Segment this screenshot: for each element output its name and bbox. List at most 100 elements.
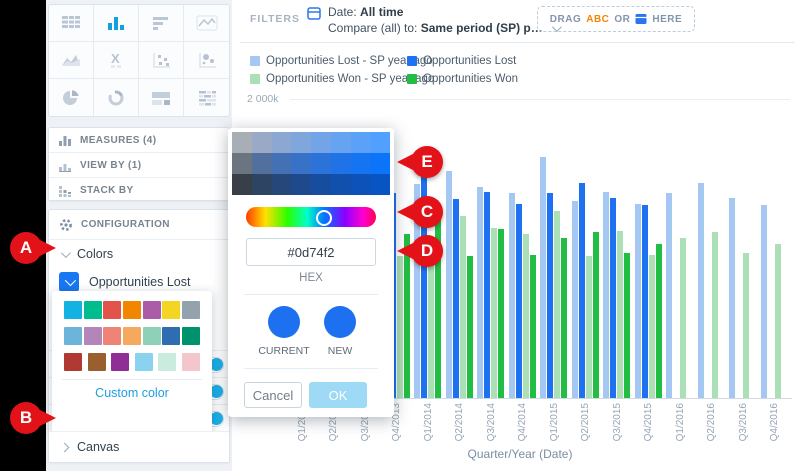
- bar[interactable]: [774, 244, 781, 398]
- bar[interactable]: [459, 215, 466, 398]
- bar[interactable]: [522, 233, 529, 398]
- viz-type-table[interactable]: [49, 5, 94, 42]
- bar[interactable]: [491, 227, 498, 398]
- legend-item[interactable]: Opportunities Lost - SP year ago: [250, 55, 433, 67]
- bar[interactable]: [515, 203, 522, 398]
- cancel-button[interactable]: Cancel: [244, 382, 302, 408]
- ok-button[interactable]: OK: [309, 382, 367, 408]
- bar[interactable]: [529, 254, 536, 398]
- viz-type-area-chart[interactable]: [49, 42, 94, 79]
- palette-swatch[interactable]: [64, 301, 82, 319]
- palette-swatch[interactable]: [103, 301, 122, 319]
- bar[interactable]: [585, 256, 592, 398]
- bar[interactable]: [641, 205, 648, 398]
- palette-swatch[interactable]: [111, 353, 130, 371]
- palette-swatch[interactable]: [162, 301, 181, 319]
- palette-swatch[interactable]: [162, 327, 181, 345]
- bar[interactable]: [610, 197, 617, 398]
- bar[interactable]: [634, 203, 641, 398]
- palette-swatch[interactable]: [181, 327, 200, 345]
- shade-cell[interactable]: [350, 132, 371, 153]
- bar[interactable]: [648, 254, 655, 398]
- palette-swatch[interactable]: [87, 353, 106, 371]
- bar[interactable]: [680, 238, 687, 398]
- shade-cell[interactable]: [271, 132, 292, 153]
- viz-type-headline[interactable]: X: [94, 42, 139, 79]
- bar[interactable]: [396, 256, 403, 398]
- date-filter[interactable]: Date: All time: [328, 5, 403, 19]
- bar[interactable]: [666, 193, 673, 398]
- legend-item[interactable]: Opportunities Won: [407, 73, 564, 85]
- hue-slider[interactable]: [246, 207, 376, 227]
- bar[interactable]: [484, 191, 491, 398]
- bar[interactable]: [435, 208, 442, 398]
- shade-cell[interactable]: [330, 153, 351, 174]
- shade-cell[interactable]: [311, 132, 331, 153]
- palette-swatch[interactable]: [181, 353, 200, 371]
- shade-cell[interactable]: [251, 132, 272, 153]
- shade-cell[interactable]: [251, 153, 272, 174]
- palette-swatch[interactable]: [64, 327, 82, 345]
- bar[interactable]: [617, 230, 624, 398]
- bar[interactable]: [655, 244, 662, 398]
- bar[interactable]: [561, 238, 568, 398]
- viz-type-line-chart[interactable]: [184, 5, 229, 42]
- shade-cell[interactable]: [291, 132, 311, 153]
- viz-type-column-chart-active[interactable]: [94, 5, 139, 42]
- bar[interactable]: [403, 233, 410, 398]
- bar[interactable]: [452, 199, 459, 398]
- shade-cell[interactable]: [330, 132, 351, 153]
- bucket-view-by[interactable]: VIEW BY (1): [49, 153, 229, 178]
- palette-swatch[interactable]: [83, 301, 102, 319]
- viz-type-bubble-chart[interactable]: [184, 42, 229, 79]
- bar[interactable]: [578, 182, 585, 398]
- shade-cell[interactable]: [251, 174, 272, 195]
- shade-cell[interactable]: [350, 153, 371, 174]
- legend-item[interactable]: Opportunities Lost: [407, 55, 564, 67]
- shade-cell[interactable]: [370, 174, 390, 195]
- bar[interactable]: [592, 232, 599, 398]
- bar[interactable]: [760, 205, 767, 398]
- shade-cell[interactable]: [350, 174, 371, 195]
- shade-cell[interactable]: [311, 153, 331, 174]
- palette-swatch[interactable]: [181, 301, 200, 319]
- canvas-section-label[interactable]: Canvas: [77, 440, 120, 454]
- viz-type-bar-chart[interactable]: [139, 5, 184, 42]
- hue-slider-marker[interactable]: [316, 210, 332, 226]
- viz-type-donut-chart[interactable]: [94, 79, 139, 116]
- palette-swatch[interactable]: [83, 327, 102, 345]
- shade-cell[interactable]: [370, 132, 390, 153]
- bar[interactable]: [428, 247, 435, 398]
- compare-filter[interactable]: Compare (all) to: Same period (SP) p…: [328, 21, 562, 35]
- bar[interactable]: [421, 166, 428, 398]
- bucket-stack-by[interactable]: STACK BY: [49, 178, 229, 202]
- bucket-measures[interactable]: MEASURES (4): [49, 128, 229, 153]
- legend-item[interactable]: Opportunities Won - SP year ago: [250, 73, 434, 85]
- bar[interactable]: [624, 253, 631, 398]
- bar[interactable]: [498, 229, 505, 398]
- bar[interactable]: [477, 187, 484, 398]
- series-color-selector[interactable]: Opportunities Lost: [49, 268, 229, 296]
- shade-cell[interactable]: [232, 153, 252, 174]
- hex-input[interactable]: [246, 238, 376, 266]
- bar[interactable]: [540, 157, 547, 398]
- palette-swatch[interactable]: [134, 353, 153, 371]
- bar[interactable]: [729, 197, 736, 398]
- palette-swatch[interactable]: [64, 353, 82, 371]
- palette-swatch[interactable]: [142, 327, 161, 345]
- filter-drop-zone[interactable]: DRAG ABC OR HERE: [537, 6, 695, 32]
- viz-type-scatter-plot[interactable]: [139, 42, 184, 79]
- bar[interactable]: [697, 182, 704, 398]
- bar[interactable]: [445, 170, 452, 398]
- palette-swatch[interactable]: [103, 327, 122, 345]
- shade-cell[interactable]: [232, 174, 252, 195]
- viz-type-heatmap[interactable]: [184, 79, 229, 116]
- bar[interactable]: [466, 256, 473, 398]
- bar[interactable]: [554, 211, 561, 398]
- colors-section-toggle[interactable]: Colors: [49, 239, 229, 268]
- bar[interactable]: [571, 200, 578, 398]
- viz-type-pie-chart[interactable]: [49, 79, 94, 116]
- shade-cell[interactable]: [232, 132, 252, 153]
- shade-cell[interactable]: [291, 153, 311, 174]
- bar[interactable]: [547, 193, 554, 398]
